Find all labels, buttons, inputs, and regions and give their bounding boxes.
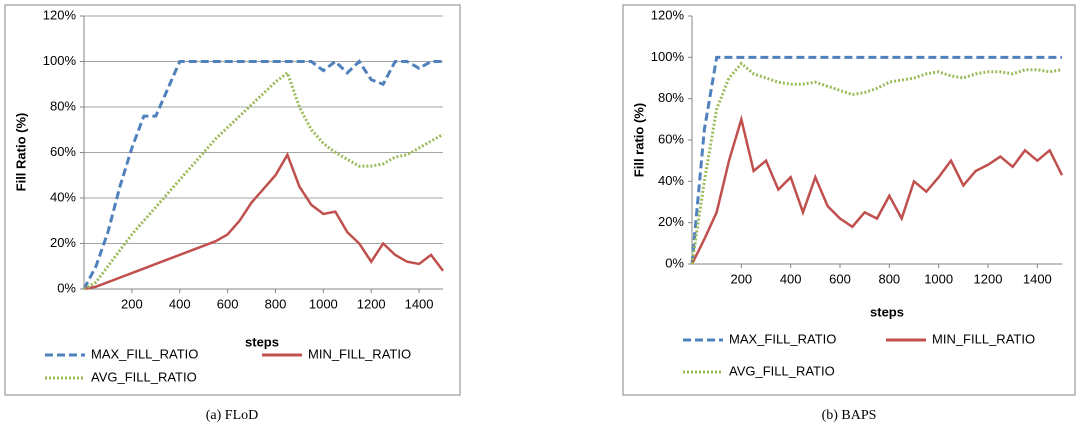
series-line [690,114,1064,265]
x-tick-label: 1000 [309,296,338,311]
chart-frame [622,4,1076,396]
chart-frame [4,4,461,396]
x-axis-label: steps [245,334,279,349]
legend-label: AVG_FILL_RATIO [729,363,835,378]
x-tick-label: 600 [829,271,851,286]
y-tick-label: 120% [651,7,685,22]
x-tick-label: 1200 [357,296,386,311]
y-tick-label: 120% [43,7,77,22]
y-tick-label: 100% [43,53,77,68]
legend-label: MIN_FILL_RATIO [308,346,411,361]
x-tick-label: 200 [121,296,143,311]
y-axis-label: Fill Ratio (%) [13,113,28,192]
x-tick-label: 1400 [1023,271,1052,286]
y-tick-label: 40% [50,189,76,204]
y-tick-label: 80% [50,98,76,113]
x-tick-label: 800 [265,296,287,311]
x-tick-label: 1400 [405,296,434,311]
y-tick-label: 0% [57,280,76,295]
y-tick-label: 40% [658,173,684,188]
x-tick-label: 800 [878,271,900,286]
series-line [83,151,444,291]
series-line [690,55,1062,265]
legend-label: MAX_FILL_RATIO [729,331,836,346]
y-tick-label: 80% [658,90,684,105]
y-tick-label: 20% [50,235,76,250]
y-tick-label: 0% [665,255,684,270]
legend-label: AVG_FILL_RATIO [91,369,197,384]
y-tick-label: 60% [658,131,684,146]
legend-label: MAX_FILL_RATIO [91,346,198,361]
x-tick-label: 200 [730,271,752,286]
legend-label: MIN_FILL_RATIO [932,331,1035,346]
x-tick-label: 600 [217,296,239,311]
x-tick-label: 1200 [974,271,1003,286]
x-tick-label: 1000 [924,271,953,286]
y-tick-label: 20% [658,214,684,229]
y-tick-label: 100% [651,49,685,64]
series-line [82,59,443,290]
caption: (b) BAPS [822,408,877,423]
y-tick-label: 60% [50,144,76,159]
series-line [83,70,444,291]
x-tick-label: 400 [169,296,191,311]
caption: (a) FLoD [206,408,259,423]
y-axis-label: Fill ratio (%) [631,103,646,177]
x-axis-label: steps [870,304,904,319]
series-line [690,61,1063,265]
x-tick-label: 400 [780,271,802,286]
